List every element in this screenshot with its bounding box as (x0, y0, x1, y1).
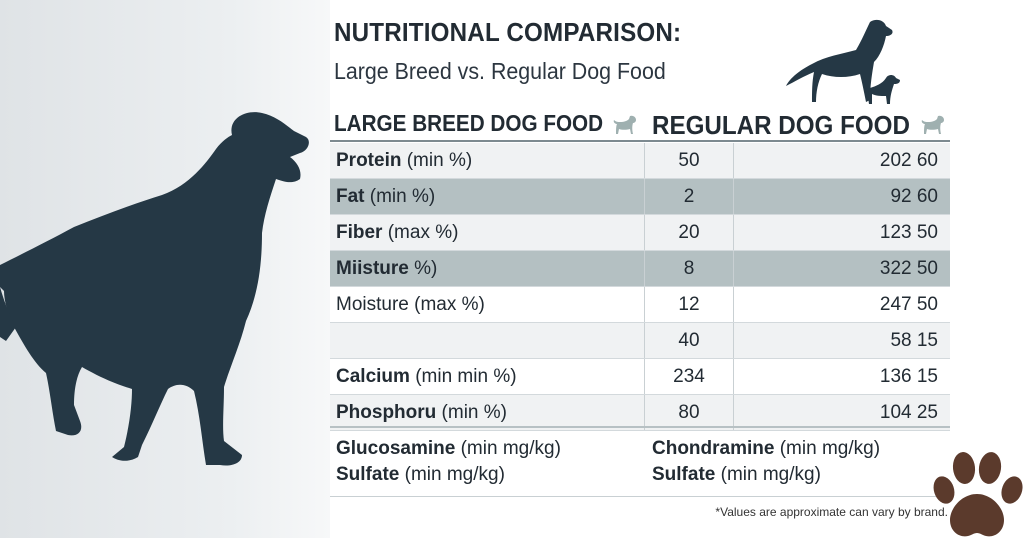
table-row: 40 58 15 (330, 323, 950, 359)
large-breed-value: 80 (645, 395, 734, 430)
nutrient-label: Fat (min %) (330, 179, 645, 214)
table-row: Fiber (max %) 20 123 50 (330, 215, 950, 251)
regular-value: 322 50 (879, 258, 938, 279)
regular-value: 104 25 (879, 402, 938, 423)
dog-and-puppy-icon (786, 19, 900, 104)
nutrient-label: Phosphoru (min %) (330, 395, 645, 430)
comparison-table: Protein (min %) 50 202 60 Fat (min %) 2 … (330, 143, 950, 431)
header-divider (330, 140, 950, 142)
large-breed-value: 50 (645, 143, 734, 178)
table-row: Fat (min %) 2 92 60 (330, 179, 950, 215)
large-breed-value: 8 (645, 251, 734, 286)
footnote: *Values are approximate can vary by bran… (715, 505, 948, 519)
large-breed-value: 12 (645, 287, 734, 322)
regular-value: 58 15 (890, 330, 938, 351)
nutrient-label (330, 323, 645, 358)
table-row: Calcium (min min %) 234 136 15 (330, 359, 950, 395)
nutrient-label: Miisture %) (330, 251, 645, 286)
dog-silhouette-icon (0, 112, 309, 466)
table-row: Protein (min %) 50 202 60 (330, 143, 950, 179)
regular-value: 247 50 (879, 294, 938, 315)
column-header-large-breed: LARGE BREED DOG FOOD (334, 110, 604, 136)
nutrient-label: Protein (min %) (330, 143, 645, 178)
supplement-line: Chondramine (min mg/kg) (652, 438, 881, 459)
table-row: Miisture %) 8 322 50 (330, 251, 950, 287)
small-dog-icon (613, 115, 636, 134)
supplement-line: Glucosamine (min mg/kg) (336, 438, 561, 459)
table-row: Phosphoru (min %) 80 104 25 (330, 395, 950, 431)
column-header-regular: REGULAR DOG FOOD (652, 110, 910, 140)
supplements-regular: Chondramine (min mg/kg) Sulfate (min mg/… (652, 436, 880, 488)
paw-print-icon (933, 452, 1023, 537)
nutrient-label: Fiber (max %) (330, 215, 645, 250)
supplement-line: Sulfate (min mg/kg) (336, 464, 505, 485)
small-dog-icon (921, 115, 944, 134)
large-breed-value: 234 (645, 359, 734, 394)
nutrient-label: Moisture (max %) (330, 287, 645, 322)
table-bottom-divider (330, 426, 950, 428)
regular-value: 136 15 (879, 366, 938, 387)
regular-value: 123 50 (879, 222, 938, 243)
page-subtitle: Large Breed vs. Regular Dog Food (334, 58, 666, 84)
supplement-line: Sulfate (min mg/kg) (652, 464, 821, 485)
footer-divider (330, 496, 950, 497)
nutrient-label: Calcium (min min %) (330, 359, 645, 394)
regular-value: 92 60 (890, 186, 938, 207)
large-breed-value: 40 (645, 323, 734, 358)
table-row: Moisture (max %) 12 247 50 (330, 287, 950, 323)
large-breed-value: 20 (645, 215, 734, 250)
large-breed-value: 2 (645, 179, 734, 214)
page-title: NUTRITIONAL COMPARISON: (334, 17, 682, 47)
supplements-large-breed: Glucosamine (min mg/kg) Sulfate (min mg/… (336, 436, 561, 488)
regular-value: 202 60 (879, 150, 938, 171)
